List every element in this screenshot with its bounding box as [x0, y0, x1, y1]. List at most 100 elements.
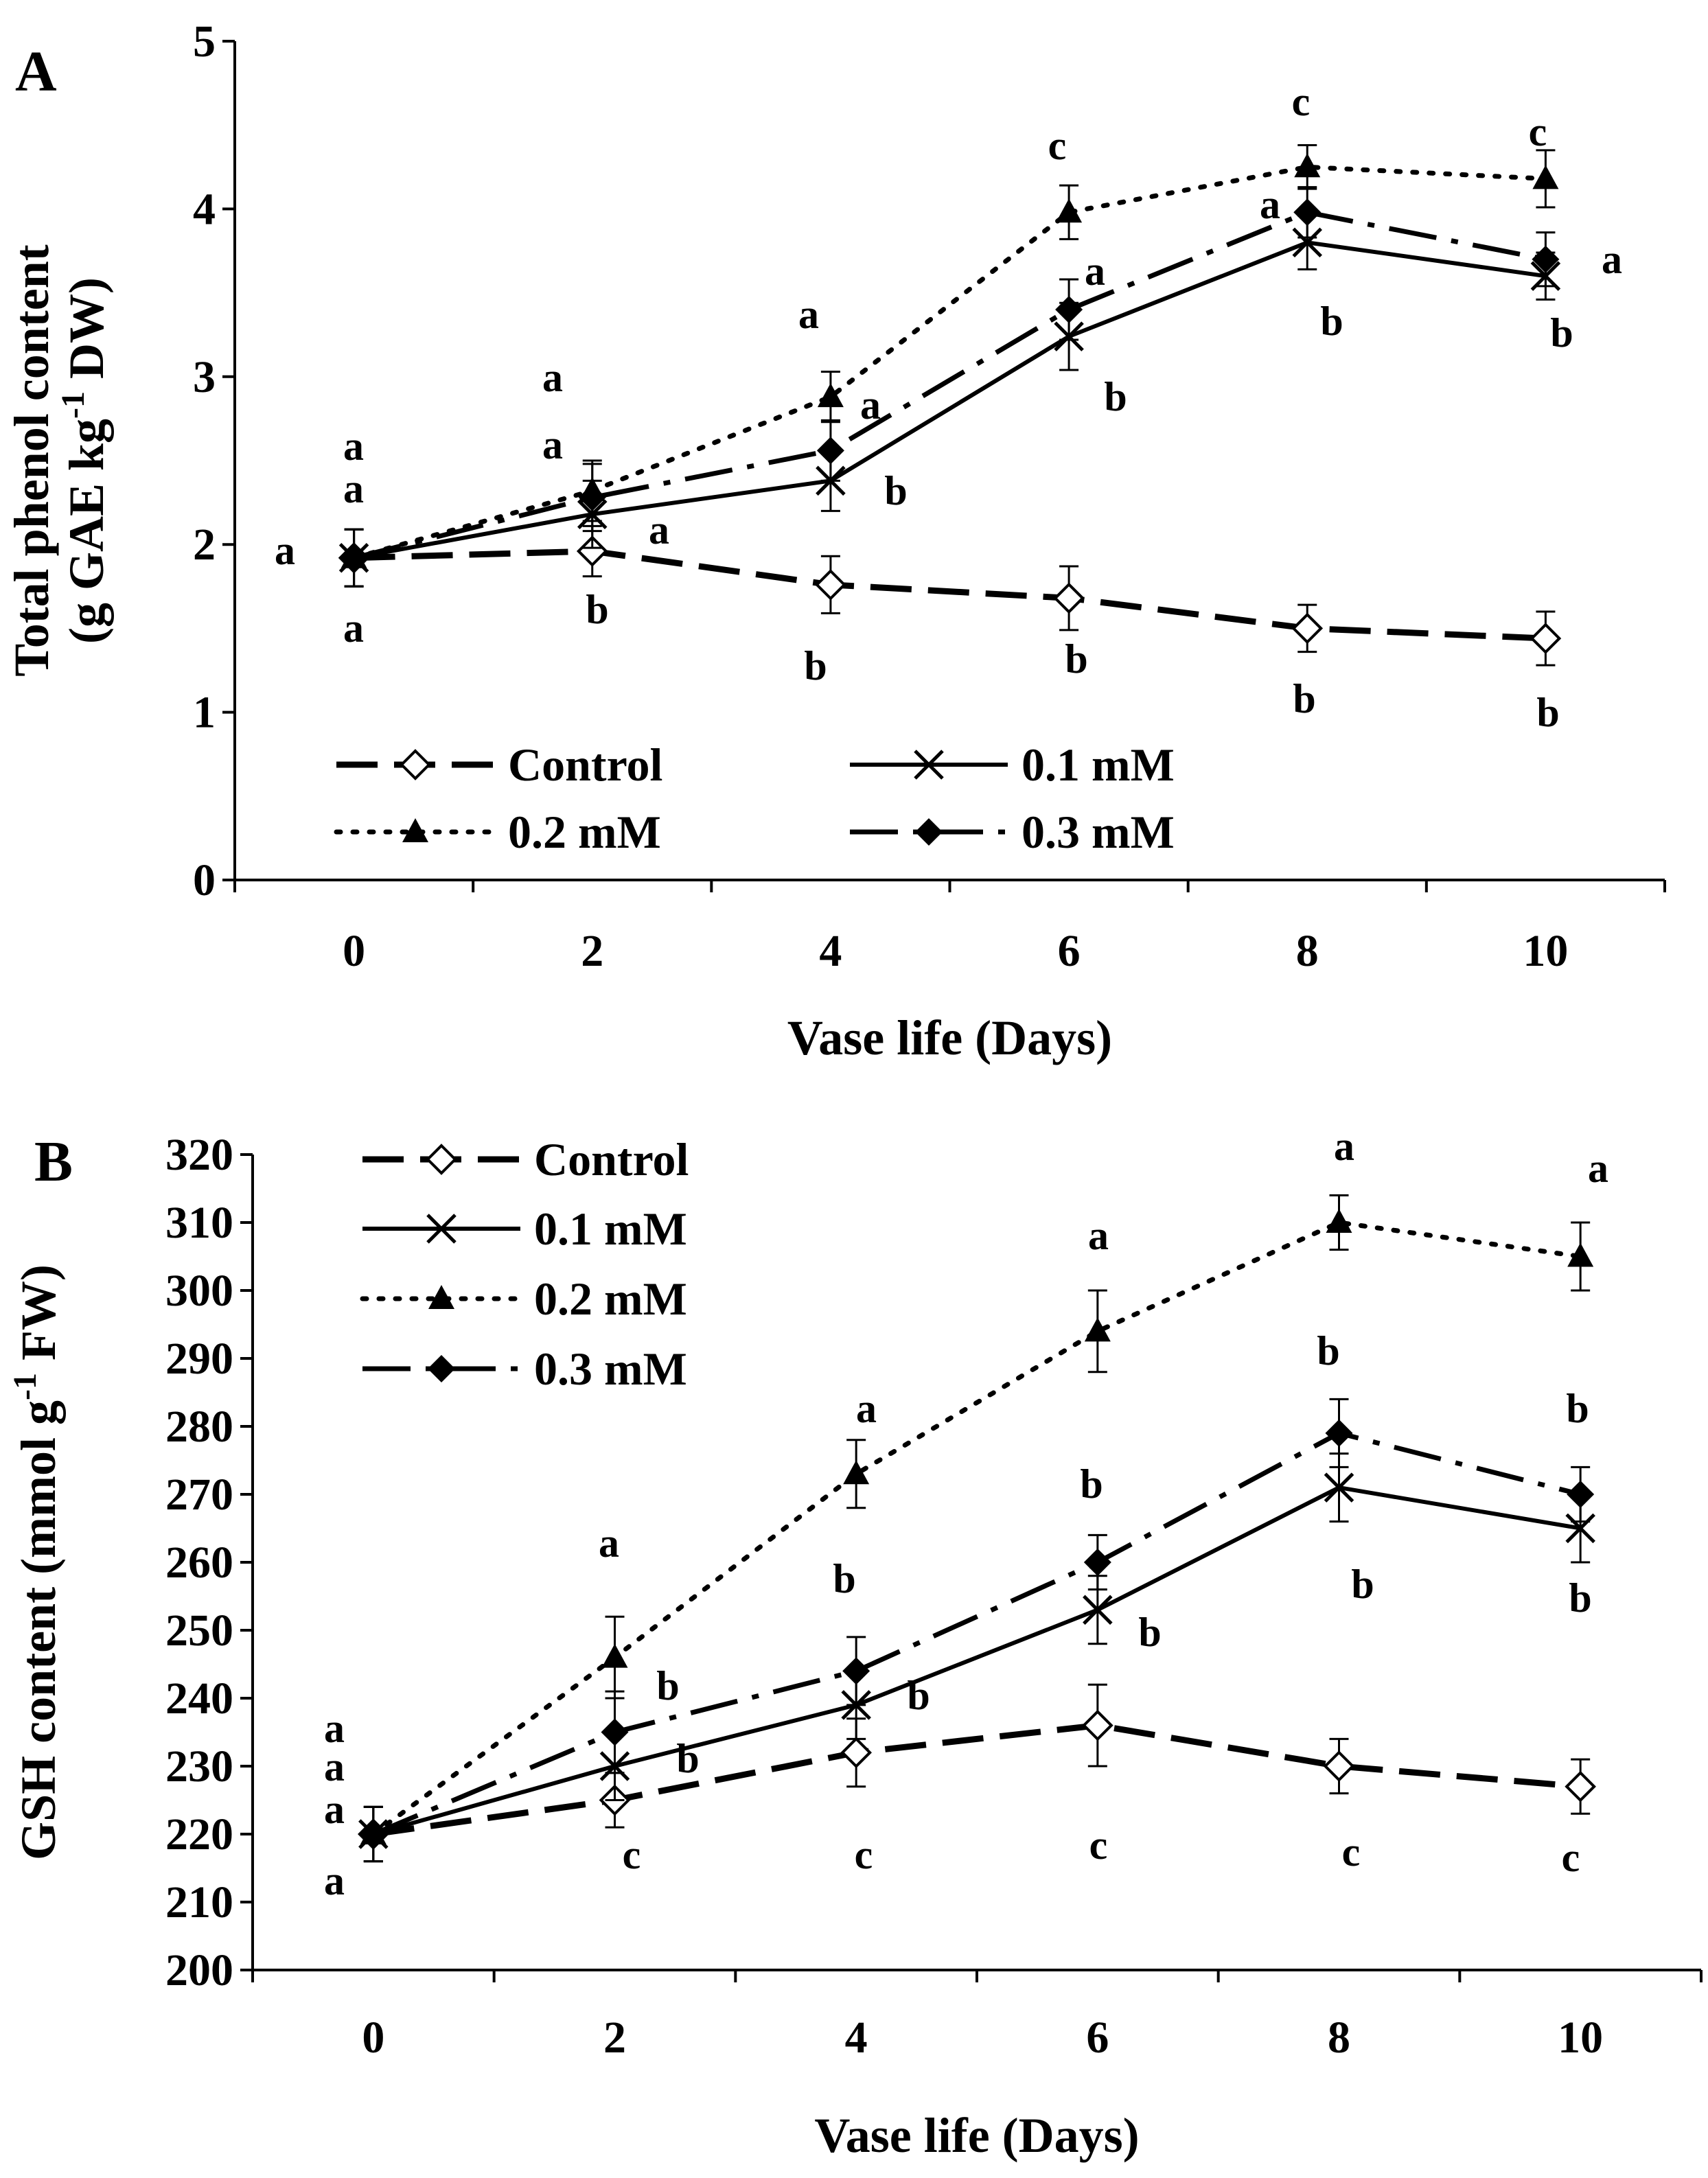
- y-tick-label: 250: [165, 1606, 233, 1656]
- data-point-0-2mm: [817, 383, 844, 408]
- legend-label-0-1mm: 0.1 mM: [534, 1203, 687, 1255]
- x-tick-label: 8: [1296, 926, 1319, 976]
- data-point-0-2mm: [1294, 153, 1321, 178]
- x-tick-label: 10: [1558, 2013, 1603, 2063]
- legend-marker-0-1mm: [426, 1214, 457, 1244]
- data-point-control: [815, 569, 846, 601]
- series-line-0-3mm: [353, 209, 1547, 561]
- data-point-control: [1323, 1750, 1355, 1782]
- significance-letter: b: [804, 643, 827, 688]
- data-point-control: [1053, 582, 1085, 614]
- series-line-0-3mm: [372, 1430, 1582, 1837]
- significance-letter: a: [324, 1744, 345, 1789]
- x-tick-label: 0: [343, 926, 365, 976]
- legend-item-0-2mm: 0.2 mM: [334, 806, 661, 858]
- x-axis-title: Vase life (Days): [814, 2108, 1139, 2163]
- series-0-3mm: [359, 1398, 1595, 1863]
- significance-letter: b: [833, 1556, 855, 1601]
- data-point-0-2mm: [1056, 198, 1083, 223]
- significance-letter: b: [1566, 1386, 1589, 1431]
- y-tick-label: 5: [193, 16, 216, 67]
- y-tick-label: 230: [165, 1741, 233, 1792]
- significance-letter: a: [1588, 1146, 1608, 1191]
- legend-marker-0-1mm-stroke-b: [426, 1214, 457, 1244]
- legend-item-0-3mm: 0.3 mM: [362, 1343, 687, 1395]
- y-axis-title: GSH content (mmol g-1 FW): [7, 1264, 66, 1860]
- data-point-0-3mm: [1293, 198, 1322, 227]
- series-0-3mm: [340, 186, 1560, 588]
- series-line-0-1mm: [373, 1485, 1581, 1836]
- y-tick-label: 220: [165, 1809, 233, 1860]
- legend-marker-0-3mm: [915, 818, 943, 846]
- data-point-0-3mm: [1055, 296, 1083, 324]
- significance-letter: b: [676, 1736, 699, 1781]
- series-line-control: [354, 548, 1546, 642]
- y-axis-title-unit-end: DW): [59, 277, 114, 391]
- data-point-control: [1565, 1770, 1596, 1803]
- significance-letter: a: [856, 1386, 877, 1431]
- significance-letter: b: [1550, 310, 1573, 356]
- significance-letter: c: [623, 1832, 641, 1877]
- y-tick-label: 300: [165, 1266, 233, 1316]
- y-tick-label: 290: [165, 1334, 233, 1384]
- legend-label-0-1mm: 0.1 mM: [1022, 739, 1175, 791]
- significance-letter: b: [1351, 1562, 1374, 1607]
- significance-letter: b: [656, 1663, 679, 1708]
- significance-letter: a: [343, 605, 364, 651]
- data-point-control: [576, 535, 608, 567]
- significance-letter: a: [343, 466, 364, 511]
- significance-letter: a: [542, 355, 563, 400]
- significance-letter: c: [1048, 123, 1067, 168]
- legend-item-0-3mm: 0.3 mM: [850, 806, 1175, 858]
- x-tick-label: 0: [362, 2013, 384, 2063]
- x-tick-label: 2: [603, 2013, 626, 2063]
- significance-letter: a: [1085, 248, 1105, 294]
- legend-marker-0-3mm: [428, 1355, 455, 1382]
- data-point-0-2mm: [1084, 1317, 1111, 1342]
- data-point-0-1mm: [1292, 227, 1323, 258]
- legend-marker-control: [426, 1144, 457, 1175]
- y-axis-title-superscript: -1: [7, 1373, 43, 1400]
- legend: Control 0.1 mM 0.2 mM 0.3 mM: [334, 739, 1175, 858]
- x-tick-label: 6: [1086, 2013, 1109, 2063]
- y-tick-label: 3: [193, 352, 216, 402]
- data-point-0-2mm: [843, 1460, 870, 1485]
- data-point-0-1mm: [1324, 1472, 1354, 1503]
- y-axis-title-unit: (g GAE kg: [59, 419, 114, 644]
- x-tick-label: 2: [581, 926, 603, 976]
- panel-b: 2002102202302402502602702802903003103200…: [7, 1124, 1703, 2163]
- y-tick-label: 2: [193, 520, 216, 570]
- significance-letter: b: [586, 587, 608, 632]
- significance-letter: b: [1320, 299, 1343, 344]
- data-point-0-1mm-stroke-b: [1324, 1472, 1354, 1503]
- y-tick-label: 240: [165, 1673, 233, 1724]
- data-point-control: [1530, 623, 1562, 654]
- significance-letter: a: [324, 1787, 345, 1832]
- legend-item-0-2mm: 0.2 mM: [360, 1273, 687, 1325]
- x-tick-label: 4: [819, 926, 842, 976]
- panel-letter: B: [34, 1130, 73, 1194]
- legend-marker-0-2mm: [402, 818, 428, 842]
- x-tick-label: 4: [845, 2013, 868, 2063]
- legend-marker-0-2mm: [428, 1285, 454, 1309]
- data-point-0-3mm: [578, 483, 606, 511]
- significance-letter: a: [324, 1706, 345, 1751]
- significance-letter: c: [1292, 79, 1311, 124]
- significance-letter: a: [324, 1858, 345, 1903]
- data-point-0-2mm: [1532, 165, 1559, 189]
- series-line-0-2mm: [351, 164, 1548, 561]
- significance-letter: a: [1602, 237, 1622, 282]
- series-line-0-2mm: [371, 1220, 1583, 1837]
- series-0-2mm: [341, 144, 1559, 588]
- x-tick-label: 10: [1523, 926, 1568, 976]
- x-tick-label: 8: [1328, 2013, 1350, 2063]
- significance-letter: a: [343, 424, 364, 469]
- y-tick-label: 310: [165, 1198, 233, 1248]
- y-tick-label: 280: [165, 1402, 233, 1452]
- significance-letter: c: [1562, 1835, 1580, 1880]
- legend-label-control: Control: [534, 1133, 689, 1185]
- significance-letter: b: [1293, 676, 1315, 721]
- significance-letter: b: [1065, 636, 1087, 682]
- data-point-0-1mm: [1083, 1595, 1113, 1625]
- significance-letter: a: [1334, 1124, 1354, 1169]
